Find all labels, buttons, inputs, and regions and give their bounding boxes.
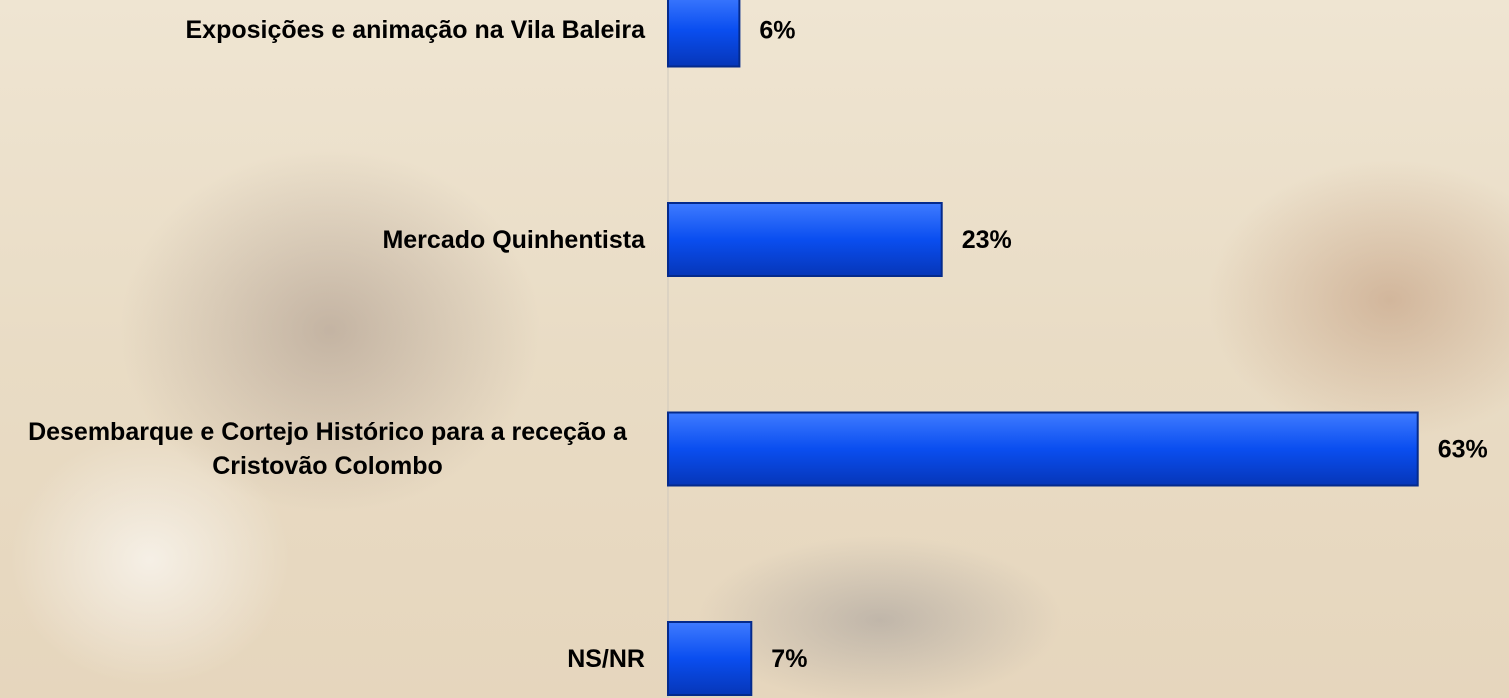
- value-label: 23%: [962, 226, 1012, 254]
- value-label: 6%: [759, 17, 795, 45]
- category-label: NS/NR: [567, 644, 645, 673]
- category-label: Mercado Quinhentista: [382, 225, 645, 254]
- bar: [667, 0, 741, 68]
- category-label: Exposições e animação na Vila Baleira: [185, 16, 646, 44]
- bar: [667, 621, 753, 696]
- category-label: Desembarque e Cortejo Histórico para a r…: [28, 418, 627, 480]
- value-label: 63%: [1438, 436, 1488, 464]
- bar: [667, 202, 943, 277]
- value-label: 7%: [771, 645, 807, 673]
- bar: [667, 411, 1419, 487]
